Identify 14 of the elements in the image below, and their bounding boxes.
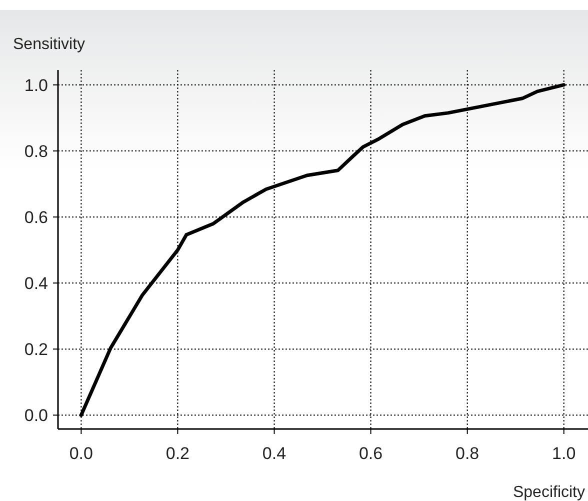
x-tick-label: 0.6 — [358, 444, 383, 463]
x-tick-label: 0.2 — [166, 444, 190, 463]
x-tick-label: 0.0 — [69, 444, 93, 463]
y-tick-label: 0.8 — [24, 142, 48, 161]
y-axis-title: Sensitivity — [13, 36, 86, 53]
x-axis-title: Specificity — [512, 484, 585, 501]
y-tick-label: 1.0 — [24, 76, 48, 95]
y-tick-label: 0.2 — [24, 340, 48, 360]
x-tick-label: 0.4 — [262, 444, 286, 463]
x-tick-label: 0.8 — [456, 444, 480, 463]
y-tick-label: 0.0 — [24, 406, 48, 426]
y-tick-label: 0.6 — [24, 208, 48, 227]
x-tick-label: 1.0 — [552, 444, 576, 463]
y-tick-label: 0.4 — [24, 274, 48, 293]
